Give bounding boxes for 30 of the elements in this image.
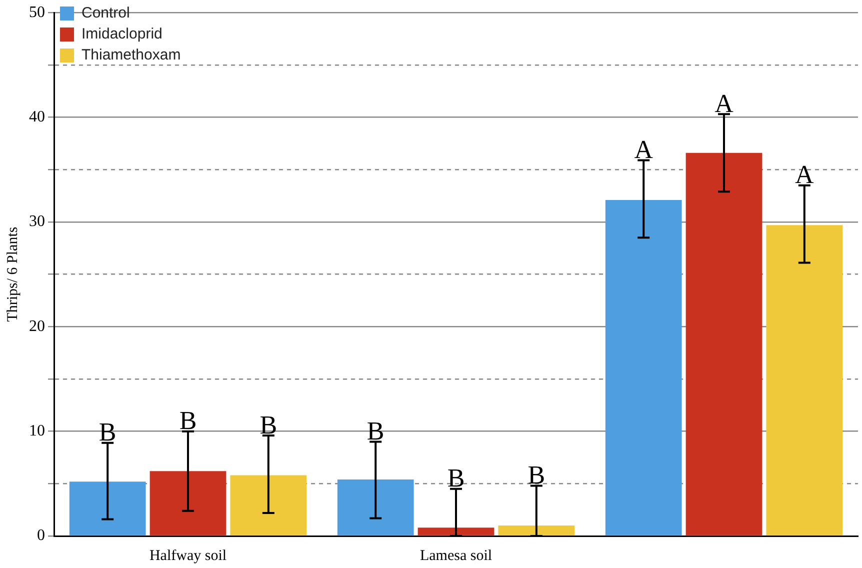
legend-label: Thiamethoxam bbox=[82, 46, 181, 64]
data-label: B bbox=[98, 418, 116, 447]
data-label: B bbox=[260, 410, 278, 440]
y-tick-label: 20 bbox=[29, 318, 45, 335]
y-tick-label: 30 bbox=[29, 213, 45, 230]
bar bbox=[230, 475, 307, 536]
y-tick-label: 40 bbox=[29, 108, 45, 126]
y-tick-label: 10 bbox=[29, 422, 45, 440]
data-label: A bbox=[714, 88, 734, 118]
bar bbox=[418, 528, 494, 536]
data-label: B bbox=[528, 460, 546, 490]
data-label: A bbox=[634, 135, 654, 164]
x-tick-label: Lamesa soil bbox=[420, 548, 492, 564]
bar bbox=[686, 152, 762, 536]
y-axis-title: Thrips/ 6 Plants bbox=[4, 226, 21, 322]
data-label: B bbox=[366, 416, 384, 446]
legend-label: Imidacloprid bbox=[82, 26, 162, 43]
bar bbox=[766, 225, 843, 536]
data-label: A bbox=[795, 160, 814, 190]
y-tick-label: 50 bbox=[29, 4, 45, 21]
bar bbox=[150, 471, 226, 536]
data-label: B bbox=[179, 406, 197, 436]
legend-label: Control bbox=[82, 4, 130, 22]
x-tick-label: Halfway soil bbox=[149, 548, 227, 564]
bar bbox=[498, 526, 575, 536]
y-tick-label: 0 bbox=[37, 527, 45, 544]
data-label: B bbox=[447, 464, 465, 493]
bar bbox=[605, 200, 682, 536]
bar bbox=[337, 479, 414, 536]
bar bbox=[69, 482, 146, 536]
